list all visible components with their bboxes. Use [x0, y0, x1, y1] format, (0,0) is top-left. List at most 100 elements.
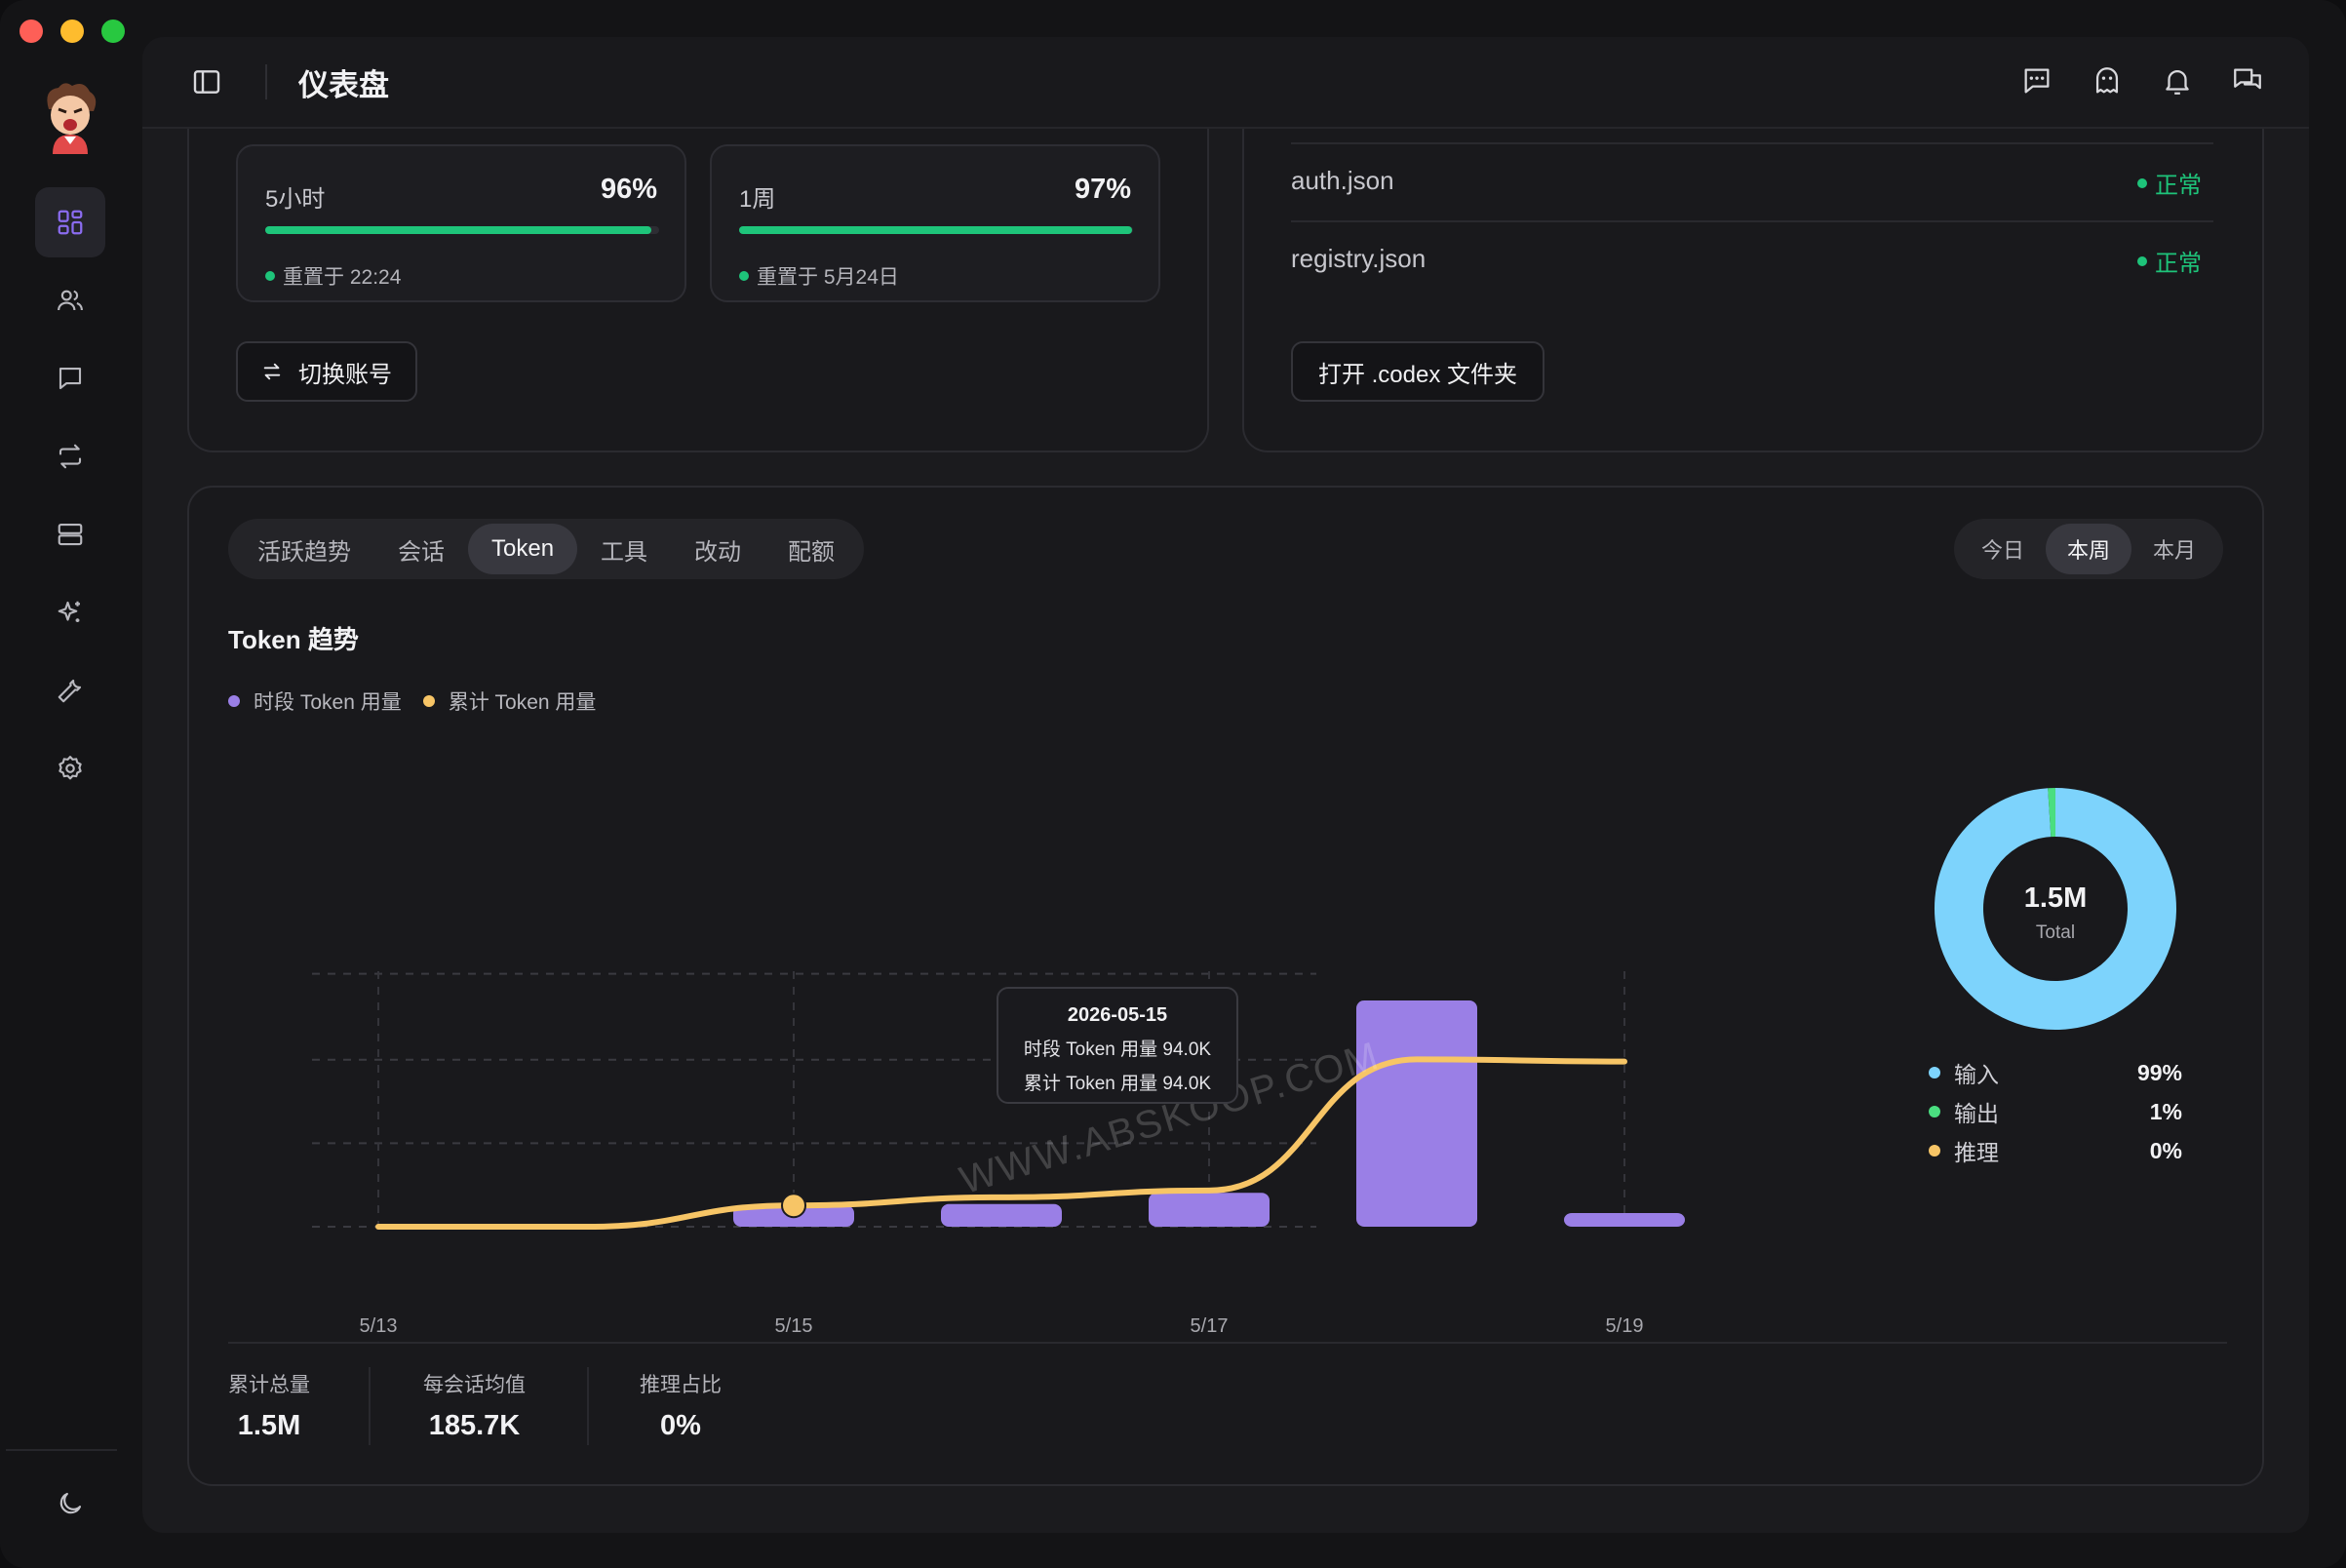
donut-legend-row: 推理 0%	[1929, 1131, 2182, 1170]
range-selector: 今日 本周 本月	[1953, 519, 2223, 579]
window-controls	[20, 20, 125, 43]
wrench-icon	[58, 679, 82, 703]
status-dot	[2137, 177, 2147, 188]
sidebar-item-server[interactable]	[35, 499, 105, 569]
quota-reset-text: 重置于 5月24日	[757, 266, 899, 289]
bar-5/17	[1149, 1193, 1270, 1227]
stat-divider	[587, 1367, 589, 1445]
theme-toggle-button[interactable]	[51, 1484, 90, 1523]
hover-point	[781, 1193, 806, 1219]
sidebar-item-settings[interactable]	[35, 733, 105, 804]
tab-1[interactable]: 会话	[398, 538, 445, 566]
donut-legend-label: 输入	[1954, 1062, 1999, 1087]
file-status-text: 正常	[2155, 173, 2202, 199]
file-name: registry.json	[1291, 244, 1427, 273]
tooltip-line: 时段 Token 用量 94.0K	[1023, 1039, 1212, 1060]
stat-divider	[369, 1367, 371, 1445]
bar-5/19	[1564, 1213, 1685, 1227]
quota-progress-bar	[739, 226, 1133, 234]
sidebar-item-tools[interactable]	[35, 655, 105, 725]
moon-icon	[59, 1492, 82, 1514]
donut-legend-value: 1%	[2149, 1098, 2182, 1124]
stat-value: 1.5M	[237, 1410, 301, 1441]
donut-legend: 输入 99% 输出 1% 推理 0%	[1929, 1053, 2182, 1170]
legend-dot	[1929, 1067, 1940, 1078]
file-row: registry.json 正常	[1291, 220, 2213, 298]
legend-item-period[interactable]: 时段 Token 用量	[228, 686, 402, 716]
range-option-1[interactable]: 本周	[2045, 524, 2131, 574]
tab-2[interactable]: Token	[468, 524, 578, 574]
file-status-text: 正常	[2155, 251, 2202, 277]
quota-progress-fill	[265, 226, 651, 234]
bell-icon	[2166, 70, 2189, 95]
open-codex-folder-button[interactable]: 打开 .codex 文件夹	[1291, 341, 1544, 402]
status-dot	[2137, 255, 2147, 266]
file-status: 正常	[2137, 166, 2202, 200]
switch-icon	[59, 444, 82, 469]
sidebar-item-switch[interactable]	[35, 421, 105, 491]
donut-total-label: Total	[2036, 922, 2075, 943]
ghost-button[interactable]	[2091, 64, 2124, 98]
users-icon	[58, 290, 83, 311]
legend-dot	[1929, 1106, 1940, 1117]
sidebar-item-users[interactable]	[35, 265, 105, 335]
swap-icon	[263, 363, 281, 380]
quota-card-5h: 5小时 96% 重置于 22:24	[236, 144, 686, 302]
close-window-button[interactable]	[20, 20, 43, 43]
sidebar-item-dashboard[interactable]	[35, 187, 105, 257]
token-trend-chart: 5/13 5/15 5/17 5/19 1.5M Total	[312, 788, 2176, 1337]
server-icon	[58, 523, 83, 546]
range-option-0[interactable]: 今日	[1980, 538, 2024, 563]
main-panel: 5小时 96% 重置于 22:24 1周 97% 重置于 5月24日 切换账号 …	[142, 37, 2309, 1533]
switch-account-button[interactable]: 切换账号	[236, 341, 417, 402]
bar-5/18	[1356, 1000, 1477, 1227]
range-option-2[interactable]: 本月	[2152, 538, 2196, 563]
sidebar	[0, 0, 138, 1568]
donut-legend-row: 输出 1%	[1929, 1092, 2182, 1131]
file-status: 正常	[2137, 244, 2202, 278]
quota-percent: 97%	[1074, 174, 1131, 205]
file-name: auth.json	[1291, 166, 1394, 195]
notifications-button[interactable]	[2161, 64, 2194, 98]
conversations-button[interactable]	[2231, 64, 2264, 98]
gear-icon	[59, 756, 82, 780]
donut-legend-row: 输入 99%	[1929, 1053, 2182, 1092]
chart-title: Token 趋势	[228, 625, 359, 654]
tooltip-line: 累计 Token 用量 94.0K	[1023, 1074, 1212, 1094]
tooltip-date: 2026-05-15	[1067, 1004, 1168, 1026]
stat-label: 推理占比	[640, 1374, 722, 1396]
tab-5[interactable]: 配额	[788, 538, 836, 566]
x-tick-label: 5/19	[1606, 1315, 1644, 1337]
legend-item-cumulative[interactable]: 累计 Token 用量	[422, 686, 597, 716]
tab-3[interactable]: 工具	[601, 538, 648, 566]
stat-avg-per-session: 每会话均值 185.7K	[423, 1369, 526, 1442]
zoom-window-button[interactable]	[101, 20, 125, 43]
avatar[interactable]	[39, 80, 101, 154]
cumulative-line	[375, 1056, 1627, 1231]
legend-label: 时段 Token 用量	[254, 691, 402, 714]
message-button[interactable]	[2020, 64, 2053, 98]
sidebar-toggle-button[interactable]	[191, 66, 222, 98]
tab-4[interactable]: 改动	[694, 538, 742, 566]
file-row: auth.json 正常	[1291, 142, 2213, 220]
legend-dot	[1929, 1145, 1940, 1156]
page-title: 仪表盘	[298, 68, 389, 102]
quota-card-week: 1周 97% 重置于 5月24日	[710, 144, 1160, 302]
sidebar-item-sparkle[interactable]	[35, 577, 105, 647]
stat-total: 累计总量 1.5M	[228, 1369, 310, 1442]
stats-divider	[228, 1342, 2227, 1344]
quota-reset: 重置于 22:24	[265, 261, 401, 291]
stat-label: 累计总量	[228, 1374, 310, 1396]
tab-0[interactable]: 活跃趋势	[257, 538, 351, 566]
sidebar-item-chat[interactable]	[35, 343, 105, 413]
sidebar-toggle-icon	[193, 70, 220, 94]
chart-legend: 时段 Token 用量 累计 Token 用量	[228, 686, 596, 716]
ghost-icon	[2095, 67, 2119, 94]
legend-label: 累计 Token 用量	[448, 691, 597, 714]
chat-bubbles-icon	[2234, 68, 2261, 90]
donut-hole	[1985, 839, 2126, 979]
sidebar-divider	[6, 1449, 117, 1451]
chat-icon	[59, 367, 82, 390]
minimize-window-button[interactable]	[60, 20, 84, 43]
